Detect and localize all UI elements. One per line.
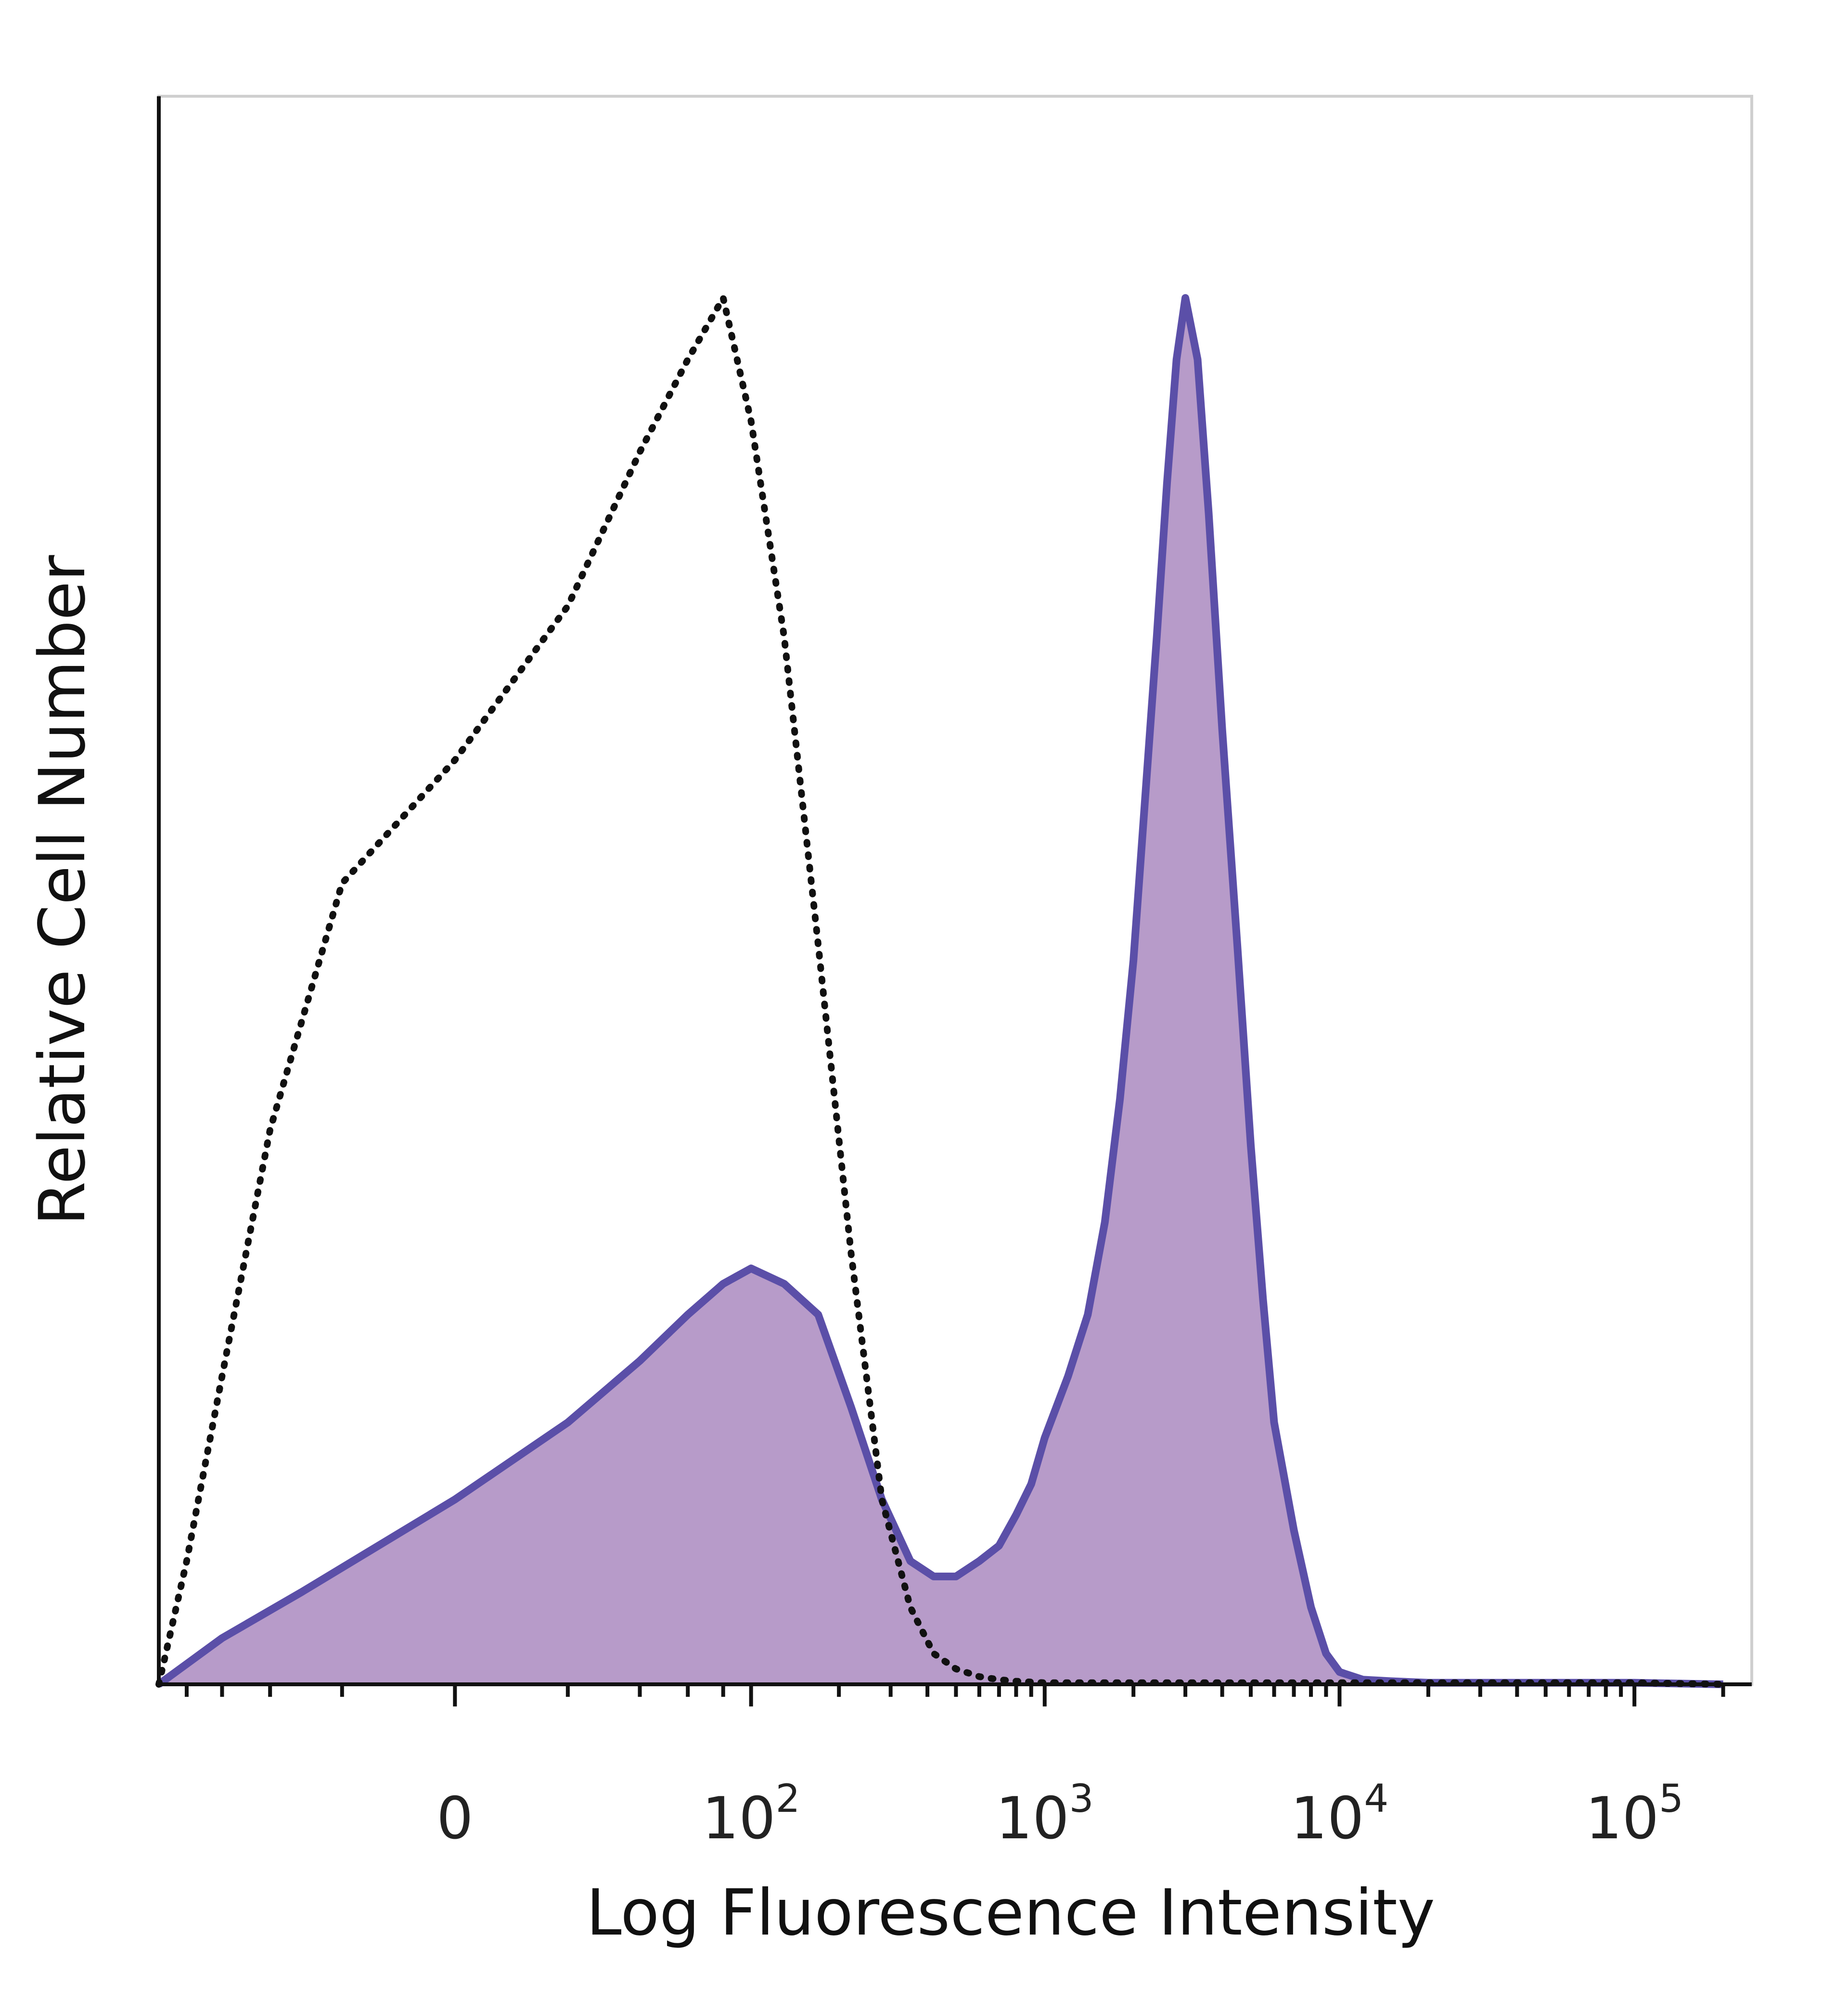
x-tick-label: 105 (1585, 1776, 1683, 1852)
x-axis-title: Log Fluorescence Intensity (586, 1876, 1435, 1950)
x-tick-label: 103 (996, 1776, 1094, 1852)
y-axis-title: Relative Cell Number (26, 555, 100, 1226)
x-tick-label: 104 (1291, 1776, 1389, 1852)
x-tick-label: 102 (702, 1776, 800, 1852)
stained-histogram-line (156, 294, 1723, 1688)
x-ticks: 0 102 103 104 105 (184, 1684, 1725, 1852)
x-tick-label: 0 (436, 1785, 473, 1852)
